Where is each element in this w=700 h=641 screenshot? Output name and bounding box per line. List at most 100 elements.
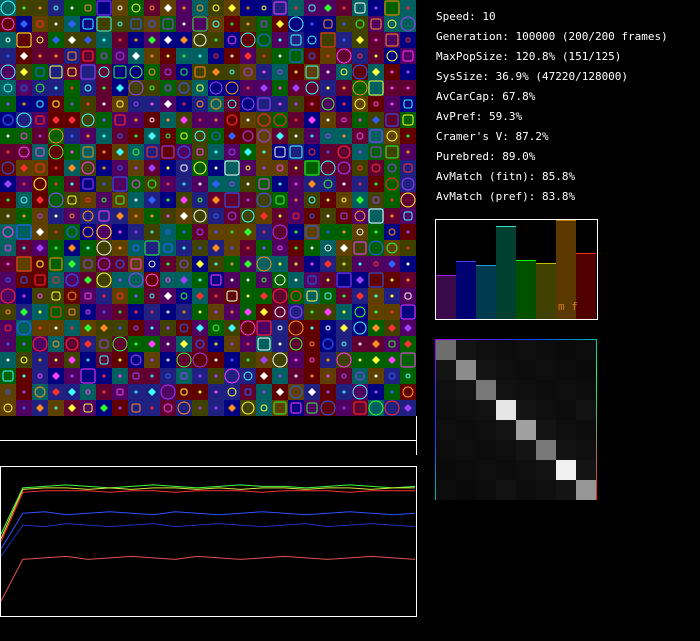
agent: [321, 97, 335, 111]
agent: [292, 212, 300, 220]
agent: [278, 342, 282, 346]
agent: [134, 134, 138, 138]
agent: [20, 132, 28, 140]
histogram-bar: [496, 226, 516, 319]
cell: [112, 112, 128, 128]
cell: [96, 192, 112, 208]
agent: [326, 54, 330, 58]
agent: [257, 97, 271, 111]
matrix-cell: [476, 340, 496, 360]
agent: [38, 358, 42, 362]
cell: [224, 176, 240, 192]
cell: [0, 240, 16, 256]
world-grid: [0, 0, 416, 416]
agent: [148, 132, 156, 140]
agent: [228, 4, 236, 12]
agent: [230, 310, 234, 314]
agent: [70, 102, 74, 106]
agent: [70, 374, 74, 378]
cell: [368, 192, 384, 208]
agent: [342, 22, 346, 26]
cell: [112, 160, 128, 176]
agent: [214, 406, 218, 410]
agent: [212, 4, 220, 12]
stat-line: AvCarCap: 67.8%: [436, 90, 536, 103]
agent: [306, 290, 318, 302]
agent: [272, 352, 288, 368]
agent: [256, 320, 272, 336]
cell: [32, 96, 48, 112]
cell: [384, 224, 400, 240]
cell: [176, 160, 192, 176]
agent: [166, 182, 170, 186]
agent: [52, 372, 60, 380]
matrix-cell: [556, 480, 576, 500]
cell: [256, 272, 272, 288]
agent: [114, 114, 126, 126]
agent: [356, 36, 364, 44]
cell: [352, 400, 368, 416]
agent: [290, 402, 302, 414]
cell: [352, 368, 368, 384]
agent: [273, 113, 287, 127]
agent: [52, 340, 60, 348]
agent: [213, 53, 219, 59]
cell: [176, 288, 192, 304]
agent: [160, 384, 176, 400]
agent: [373, 261, 379, 267]
agent: [118, 38, 122, 42]
agent: [116, 148, 124, 156]
agent: [404, 340, 412, 348]
cell: [384, 400, 400, 416]
agent: [390, 310, 394, 314]
agent: [194, 130, 206, 142]
agent: [356, 292, 364, 300]
agent: [406, 134, 410, 138]
agent: [81, 161, 95, 175]
matrix-cell: [536, 420, 556, 440]
cell: [368, 160, 384, 176]
agent: [54, 86, 58, 90]
agent: [292, 84, 300, 92]
agent: [86, 246, 90, 250]
agent: [145, 273, 159, 287]
cell: [352, 80, 368, 96]
agent: [53, 5, 59, 11]
cell: [400, 96, 416, 112]
agent: [212, 68, 220, 76]
agent: [306, 402, 318, 414]
agent: [262, 246, 266, 250]
agent: [37, 213, 43, 219]
agent: [102, 102, 106, 106]
agent: [262, 230, 266, 234]
agent: [386, 50, 398, 62]
agent: [130, 258, 142, 270]
agent: [305, 81, 319, 95]
matrix-cell: [496, 420, 516, 440]
agent: [98, 66, 110, 78]
agent: [96, 272, 112, 288]
agent: [102, 166, 106, 170]
agent: [400, 192, 416, 208]
matrix-cell: [536, 480, 556, 500]
cell: [288, 368, 304, 384]
agent: [198, 374, 202, 378]
cell: [256, 16, 272, 32]
agent: [52, 276, 60, 284]
agent: [131, 3, 141, 13]
agent: [49, 257, 63, 271]
cell: [192, 48, 208, 64]
cell: [288, 16, 304, 32]
histogram-bar: [576, 253, 596, 319]
agent: [84, 36, 92, 44]
agent: [132, 52, 140, 60]
agent: [198, 390, 202, 394]
agent: [84, 4, 92, 12]
agent: [352, 80, 368, 96]
cell: [32, 256, 48, 272]
cell: [48, 144, 64, 160]
cell: [192, 224, 208, 240]
agent: [1, 17, 15, 31]
agent: [326, 230, 330, 234]
agent: [308, 116, 316, 124]
